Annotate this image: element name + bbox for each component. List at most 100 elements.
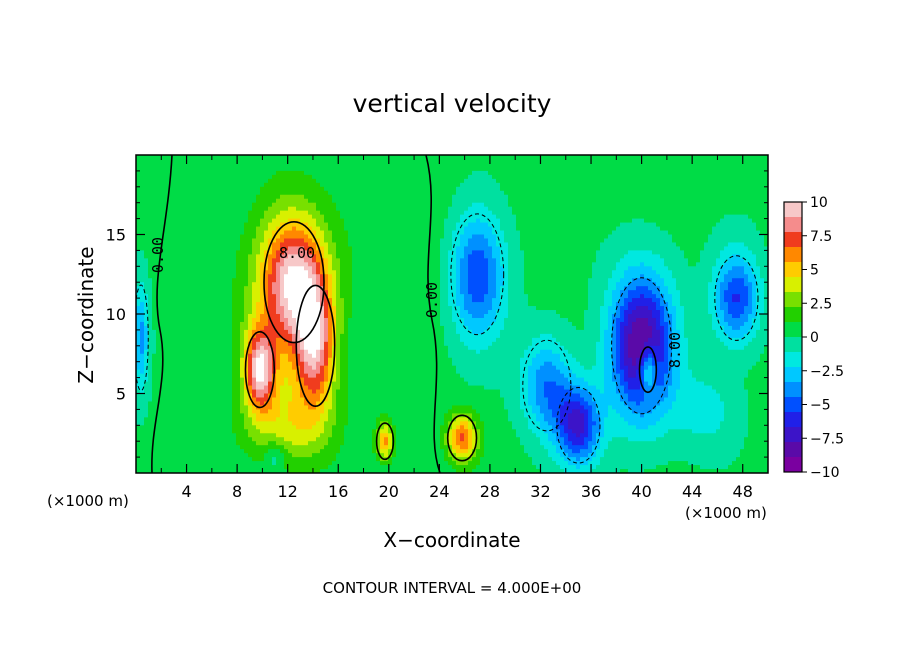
heatmap-cell <box>256 381 261 387</box>
heatmap-cell <box>360 389 365 395</box>
heatmap-cell <box>172 182 177 188</box>
heatmap-cell <box>180 349 185 355</box>
heatmap-cell <box>324 166 329 172</box>
heatmap-cell <box>140 170 145 176</box>
heatmap-cell <box>200 298 205 303</box>
heatmap-cell <box>348 393 353 399</box>
heatmap-cell <box>208 254 213 259</box>
heatmap-cell <box>140 174 145 180</box>
heatmap-cell <box>244 421 249 426</box>
heatmap-cell <box>284 174 289 180</box>
heatmap-cell <box>172 393 177 399</box>
heatmap-cell <box>208 182 213 188</box>
heatmap-cell <box>292 186 297 192</box>
heatmap-cell <box>244 206 249 212</box>
heatmap-cell <box>224 226 229 232</box>
heatmap-cell <box>144 405 149 411</box>
heatmap-cell <box>164 457 169 462</box>
heatmap-cell <box>292 258 297 263</box>
heatmap-cell <box>144 397 149 403</box>
heatmap-cell <box>264 413 269 418</box>
heatmap-cell <box>244 341 249 347</box>
heatmap-cell <box>292 321 297 327</box>
heatmap-cell <box>356 373 361 379</box>
heatmap-cell <box>228 222 233 228</box>
heatmap-cell <box>356 166 361 172</box>
heatmap-cell <box>260 449 265 454</box>
heatmap-cell <box>336 453 341 458</box>
heatmap-cell <box>336 194 341 200</box>
heatmap-cell <box>248 413 253 418</box>
heatmap-cell <box>156 250 161 255</box>
heatmap-cell <box>192 314 197 319</box>
heatmap-cell <box>216 250 221 255</box>
heatmap-cell <box>380 469 385 473</box>
heatmap-cell <box>168 238 173 244</box>
heatmap-cell <box>304 441 309 446</box>
heatmap-cell <box>360 206 365 212</box>
heatmap-cell <box>220 389 225 395</box>
heatmap-cell <box>268 437 273 442</box>
heatmap-cell <box>304 190 309 196</box>
heatmap-cell <box>256 266 261 271</box>
heatmap-cell <box>156 445 161 450</box>
heatmap-cell <box>288 413 293 418</box>
heatmap-cell <box>236 317 241 323</box>
heatmap-cell <box>268 174 273 180</box>
heatmap-cell <box>140 405 145 411</box>
heatmap-cell <box>204 170 209 176</box>
heatmap-cell <box>224 377 229 383</box>
heatmap-cell <box>148 425 153 430</box>
heatmap-cell <box>208 294 213 299</box>
heatmap-cell <box>252 266 257 271</box>
heatmap-cell <box>216 282 221 287</box>
heatmap-cell <box>332 158 337 164</box>
heatmap-cell <box>176 365 181 371</box>
heatmap-cell <box>296 290 301 295</box>
heatmap-cell <box>280 290 285 295</box>
heatmap-cell <box>248 174 253 180</box>
heatmap-cell <box>272 158 277 164</box>
heatmap-cell <box>224 389 229 395</box>
heatmap-cell <box>312 321 317 327</box>
heatmap-cell <box>208 230 213 236</box>
heatmap-cell <box>276 262 281 267</box>
heatmap-cell <box>168 433 173 438</box>
heatmap-cell <box>176 389 181 395</box>
heatmap-cell <box>224 357 229 363</box>
heatmap-cell <box>340 278 345 283</box>
heatmap-cell <box>340 361 345 367</box>
heatmap-cell <box>180 345 185 351</box>
heatmap-cell <box>196 302 201 307</box>
heatmap-cell <box>172 310 177 315</box>
heatmap-cell <box>308 310 313 315</box>
heatmap-cell <box>192 445 197 450</box>
heatmap-cell <box>176 349 181 355</box>
heatmap-cell <box>316 254 321 259</box>
heatmap-cell <box>212 421 217 426</box>
heatmap-cell <box>276 174 281 180</box>
heatmap-cell <box>360 266 365 271</box>
heatmap-cell <box>344 433 349 438</box>
heatmap-cell <box>148 349 153 355</box>
heatmap-cell <box>256 274 261 279</box>
heatmap-cell <box>192 321 197 327</box>
heatmap-cell <box>244 385 249 391</box>
heatmap-cell <box>292 365 297 371</box>
heatmap-cell <box>308 429 313 434</box>
heatmap-cell <box>320 357 325 363</box>
heatmap-cell <box>184 206 189 212</box>
heatmap-cell <box>352 393 357 399</box>
heatmap-cell <box>380 190 385 196</box>
heatmap-cell <box>256 178 261 184</box>
heatmap-cell <box>180 234 185 240</box>
heatmap-cell <box>380 381 385 387</box>
heatmap-cell <box>200 226 205 232</box>
heatmap-cell <box>188 365 193 371</box>
heatmap-cell <box>212 298 217 303</box>
heatmap-cell <box>188 202 193 208</box>
heatmap-cell <box>216 278 221 283</box>
heatmap-cell <box>352 337 357 343</box>
heatmap-cell <box>304 353 309 359</box>
heatmap-cell <box>160 465 165 470</box>
